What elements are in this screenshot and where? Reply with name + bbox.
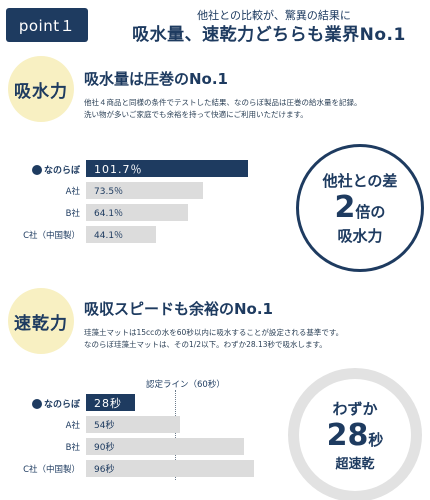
- dry-title: 吸収スピードも余裕のNo.1: [84, 300, 273, 318]
- absorb-badge: 吸水力: [8, 56, 74, 122]
- standard-line: [175, 390, 176, 480]
- bar: 90秒: [86, 438, 244, 455]
- dry-highlight-circle: わずか 28秒 超速乾: [299, 379, 411, 491]
- absorb-circle-unit: 倍の: [355, 203, 386, 221]
- bar: 64.1％: [86, 204, 188, 221]
- absorb-highlight-circle: 他社との差 2倍の 吸水力: [296, 144, 424, 272]
- standard-line-label: 認定ライン（60秒）: [146, 380, 225, 390]
- bar-value: 101.7％: [94, 162, 143, 176]
- brand-name: なのらぼ: [43, 166, 80, 176]
- row-label: B社: [65, 209, 80, 219]
- absorb-title: 吸水量は圧巻のNo.1: [84, 70, 228, 88]
- row-label: C社（中国製）: [23, 465, 80, 475]
- bar: 101.7％: [86, 160, 248, 177]
- dry-circle-line3: 超速乾: [335, 457, 375, 472]
- bar: 73.5％: [86, 182, 203, 199]
- bar: 44.1％: [86, 226, 156, 243]
- dry-badge: 速乾力: [8, 288, 74, 354]
- header-title: 吸水量、速乾力どちらも業界No.1: [132, 25, 406, 45]
- row-label: B社: [65, 443, 80, 453]
- row-label: A社: [65, 187, 80, 197]
- dry-circle-big: 28: [326, 418, 369, 453]
- bar-value: 96秒: [94, 465, 115, 475]
- dry-circle-line1: わずか: [332, 400, 378, 418]
- bar: 28秒: [86, 394, 135, 411]
- row-label: C社（中国製）: [23, 231, 80, 241]
- brand-logo: なのらぼ: [0, 163, 80, 176]
- bar: 54秒: [86, 416, 180, 433]
- absorb-desc-2: 洗い物が多いご家庭でも余裕を持って快適にご利用いただけます。: [84, 110, 308, 119]
- brand-name: なのらぼ: [43, 400, 80, 410]
- brand-logo-icon: [31, 398, 42, 409]
- bar-value: 90秒: [94, 443, 115, 453]
- dry-circle-unit: 秒: [368, 431, 384, 449]
- bar-value: 73.5％: [94, 187, 124, 197]
- absorb-circle-line3: 吸水力: [337, 227, 383, 245]
- header-subtitle: 他社との比較が、驚異の結果に: [197, 9, 351, 22]
- bar: 96秒: [86, 460, 254, 477]
- absorb-desc-1: 他社４商品と同様の条件でテストした結果、なのらぼ製品は圧巻の給水量を記録。: [84, 98, 362, 107]
- brand-logo: なのらぼ: [0, 397, 80, 410]
- dry-desc-2: なのらぼ珪藻土マットは、その1/2以下。わずか28.13秒で吸水します。: [84, 340, 327, 349]
- bar-value: 54秒: [94, 421, 115, 431]
- dry-desc-1: 珪藻土マットは15ccの水を60秒以内に吸水することが設定される基準です。: [84, 328, 344, 337]
- absorb-circle-line1: 他社との差: [322, 172, 398, 190]
- brand-logo-icon: [31, 164, 42, 175]
- absorb-circle-big: 2: [334, 190, 356, 225]
- bar-value: 44.1％: [94, 231, 124, 241]
- point-badge: point１: [6, 8, 88, 42]
- bar-value: 28秒: [94, 396, 122, 410]
- row-label: A社: [65, 421, 80, 431]
- bar-value: 64.1％: [94, 209, 124, 219]
